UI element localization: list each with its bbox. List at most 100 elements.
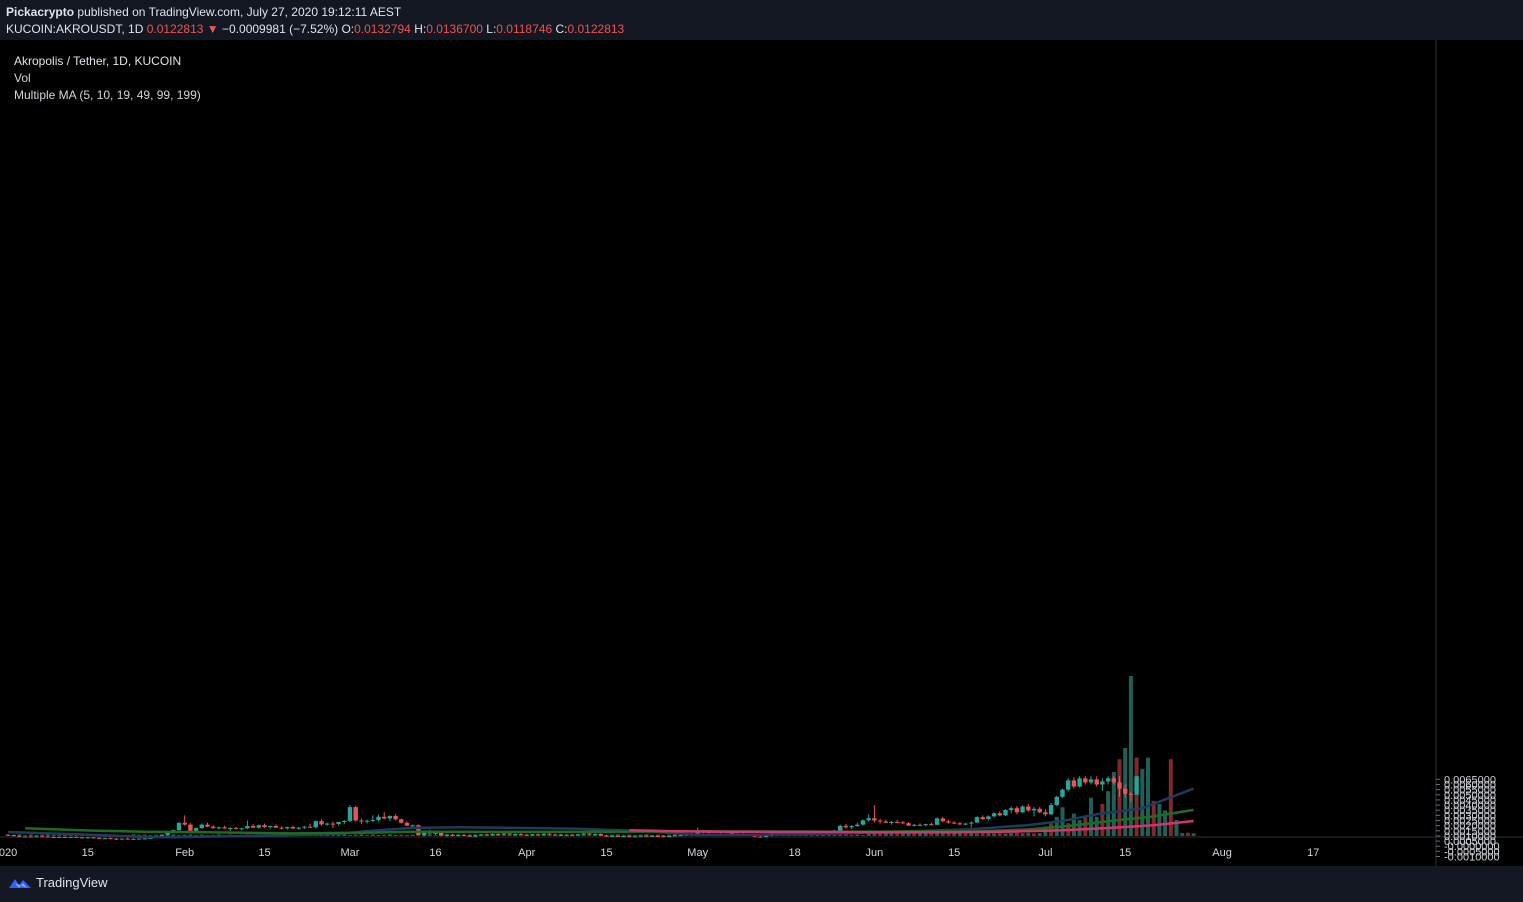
y-tick-label: -0.0005000 bbox=[1444, 846, 1500, 858]
candle-body bbox=[399, 819, 404, 823]
candle-body bbox=[872, 818, 877, 821]
x-tick-label: Jun bbox=[866, 847, 884, 859]
candle-body bbox=[974, 817, 980, 823]
candle-body bbox=[148, 837, 153, 839]
chart-title[interactable]: Akropolis / Tether, 1D, KUCOIN bbox=[14, 54, 182, 68]
volume-bar bbox=[1032, 833, 1036, 836]
candle-body bbox=[273, 826, 279, 828]
volume-bar bbox=[1037, 833, 1042, 836]
symbol[interactable]: KUCOIN:AKROUSDT, 1D bbox=[6, 22, 144, 36]
tradingview-logo-icon bbox=[9, 878, 31, 888]
chart-area[interactable]: 0.0065000 0.0060000 0.0055000 0.0050000 0.00… bbox=[0, 40, 1523, 866]
tradingview-brand[interactable]: TradingView bbox=[8, 875, 108, 890]
candle-body bbox=[108, 838, 113, 840]
volume-bar bbox=[615, 834, 620, 836]
brand-name: TradingView bbox=[36, 875, 108, 890]
ma-line-pink bbox=[629, 819, 1194, 834]
candle-body bbox=[632, 836, 638, 838]
candle-body bbox=[182, 822, 187, 825]
candle-body bbox=[672, 835, 678, 837]
candle-body bbox=[501, 833, 507, 835]
candle-body bbox=[564, 834, 569, 836]
high-value: 0.0136700 bbox=[426, 22, 483, 36]
candle-body bbox=[1026, 806, 1031, 811]
volume-bar bbox=[587, 834, 592, 836]
candle-body bbox=[34, 836, 39, 838]
y-tick-label: 0.0050000 bbox=[1444, 790, 1496, 802]
candle-body bbox=[222, 827, 227, 829]
volume-bar bbox=[536, 834, 541, 836]
candle-body bbox=[575, 834, 581, 836]
candle-body bbox=[17, 836, 22, 838]
volume-bar bbox=[952, 833, 957, 836]
volume-bar bbox=[165, 834, 170, 836]
volume-bar bbox=[992, 833, 997, 836]
y-tick-label: 0.0030000 bbox=[1444, 810, 1496, 822]
volume-bar bbox=[843, 834, 848, 836]
candle-body bbox=[1134, 776, 1139, 795]
candle-body bbox=[330, 823, 336, 825]
candle-body bbox=[279, 827, 284, 829]
candle-body bbox=[1083, 778, 1088, 783]
candle-body bbox=[496, 833, 501, 835]
x-tick-label: Feb bbox=[175, 847, 194, 859]
change-value: −0.0009981 (−7.52%) bbox=[222, 22, 339, 36]
candle-body bbox=[553, 834, 558, 836]
candle-body bbox=[957, 823, 963, 825]
candle-body bbox=[387, 815, 393, 819]
candle-body bbox=[433, 832, 438, 834]
candle-body bbox=[547, 833, 552, 835]
volume-bar bbox=[593, 834, 598, 836]
candle-body bbox=[969, 822, 974, 824]
volume-indicator-label[interactable]: Vol bbox=[14, 71, 31, 85]
candle-body bbox=[91, 837, 96, 839]
volume-bar bbox=[872, 832, 877, 836]
candle-body bbox=[142, 838, 147, 840]
price-chart[interactable]: 0.00650000.00600000.00550000.00500000.00… bbox=[0, 40, 1523, 866]
volume-bar bbox=[68, 834, 73, 836]
open-value: 0.0132794 bbox=[354, 22, 411, 36]
candle-body bbox=[997, 813, 1002, 816]
volume-bar bbox=[142, 834, 147, 836]
candle-body bbox=[638, 835, 643, 837]
volume-bar bbox=[1151, 800, 1156, 836]
candle-body bbox=[307, 826, 313, 828]
volume-bar bbox=[849, 834, 854, 836]
candle-body bbox=[410, 825, 415, 827]
y-tick-label: 0.0065000 bbox=[1444, 774, 1496, 786]
volume-bar bbox=[154, 834, 159, 836]
volume-bar bbox=[889, 833, 894, 836]
publisher-name[interactable]: Pickacrypto bbox=[6, 5, 75, 19]
candle-body bbox=[119, 838, 125, 840]
candle-body bbox=[376, 816, 381, 821]
candle-body bbox=[763, 835, 769, 837]
candle-body bbox=[478, 834, 484, 836]
candle-body bbox=[5, 834, 11, 836]
volume-bar bbox=[667, 834, 672, 836]
volume-bar bbox=[957, 832, 962, 836]
candle-body bbox=[325, 823, 330, 825]
volume-bar bbox=[34, 835, 39, 836]
candle-body bbox=[592, 833, 598, 835]
volume-bar bbox=[1089, 797, 1093, 836]
volume-bar bbox=[1134, 757, 1139, 836]
volume-bar bbox=[621, 834, 626, 836]
candle-body bbox=[450, 834, 455, 836]
volume-bar bbox=[969, 832, 974, 836]
ma-indicator-label[interactable]: Multiple MA (5, 10, 19, 49, 99, 199) bbox=[14, 88, 201, 102]
volume-bar bbox=[923, 833, 928, 836]
volume-bar bbox=[826, 834, 831, 836]
close-label: C: bbox=[555, 22, 568, 36]
volume-bar bbox=[1009, 833, 1014, 836]
candle-body bbox=[359, 820, 364, 822]
candle-body bbox=[524, 834, 529, 836]
candle-body bbox=[604, 835, 609, 837]
volume-bar bbox=[330, 834, 335, 836]
volume-bar bbox=[399, 834, 404, 836]
candle-body bbox=[627, 836, 632, 838]
y-tick-label: 0.0055000 bbox=[1444, 785, 1496, 797]
candle-body bbox=[22, 836, 28, 838]
candle-body bbox=[598, 833, 603, 836]
volume-bar bbox=[57, 834, 62, 836]
volume-bar bbox=[148, 835, 153, 836]
